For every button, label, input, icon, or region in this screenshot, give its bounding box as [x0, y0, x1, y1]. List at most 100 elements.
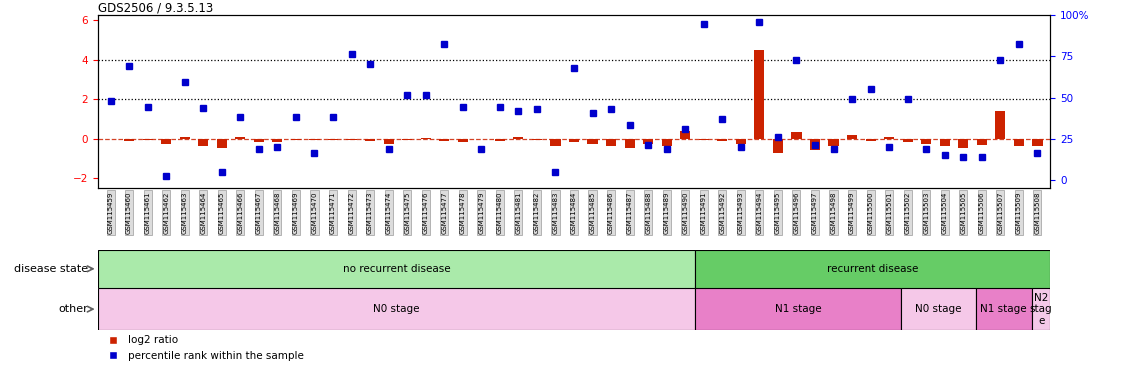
Bar	[161, 139, 171, 144]
Text: GSM115493: GSM115493	[738, 191, 744, 234]
Text: GSM115505: GSM115505	[960, 191, 967, 233]
Bar	[254, 139, 264, 142]
Bar	[365, 139, 375, 141]
Bar	[995, 111, 1006, 139]
Text: GSM115502: GSM115502	[905, 191, 910, 233]
Text: GSM115488: GSM115488	[645, 191, 651, 234]
Text: GSM115506: GSM115506	[979, 191, 985, 234]
Bar	[513, 137, 523, 139]
Bar	[124, 139, 134, 141]
Bar	[699, 139, 708, 140]
Text: GSM115460: GSM115460	[126, 191, 132, 234]
Bar	[458, 139, 468, 142]
Text: GSM115474: GSM115474	[386, 191, 391, 233]
Bar	[402, 139, 412, 140]
Text: GSM115467: GSM115467	[256, 191, 262, 234]
Text: N0 stage: N0 stage	[373, 304, 420, 314]
Text: GDS2506 / 9.3.5.13: GDS2506 / 9.3.5.13	[98, 1, 212, 14]
Text: GSM115489: GSM115489	[664, 191, 669, 234]
Text: GSM115491: GSM115491	[700, 191, 707, 234]
Text: GSM115481: GSM115481	[515, 191, 521, 234]
Bar	[976, 288, 1032, 330]
Text: GSM115470: GSM115470	[311, 191, 318, 234]
Bar	[199, 139, 208, 146]
Legend: log2 ratio, percentile rank within the sample: log2 ratio, percentile rank within the s…	[103, 336, 304, 361]
Bar	[98, 288, 696, 330]
Bar	[977, 139, 987, 145]
Text: GSM115498: GSM115498	[830, 191, 837, 234]
Text: GSM115468: GSM115468	[274, 191, 280, 234]
Text: N1 stage: N1 stage	[980, 304, 1027, 314]
Bar	[383, 139, 394, 144]
Text: GSM115463: GSM115463	[181, 191, 188, 234]
Bar	[235, 137, 246, 139]
Bar	[142, 139, 153, 140]
Text: GSM115483: GSM115483	[552, 191, 558, 234]
Text: GSM115508: GSM115508	[1034, 191, 1040, 234]
Bar	[290, 139, 301, 141]
Text: GSM115465: GSM115465	[219, 191, 225, 233]
Text: GSM115509: GSM115509	[1016, 191, 1022, 234]
Bar	[1014, 139, 1024, 146]
Text: GSM115499: GSM115499	[850, 191, 855, 234]
Text: GSM115475: GSM115475	[404, 191, 410, 233]
Text: GSM115466: GSM115466	[238, 191, 243, 234]
Text: GSM115501: GSM115501	[886, 191, 892, 234]
Bar	[773, 139, 783, 153]
Text: GSM115484: GSM115484	[571, 191, 577, 233]
Bar	[866, 139, 876, 141]
Bar	[718, 139, 728, 141]
Bar	[809, 139, 820, 150]
Bar	[532, 139, 542, 140]
Text: no recurrent disease: no recurrent disease	[343, 264, 450, 274]
Text: GSM115459: GSM115459	[108, 191, 114, 233]
Text: GSM115503: GSM115503	[923, 191, 929, 234]
Text: GSM115479: GSM115479	[479, 191, 484, 234]
Text: GSM115473: GSM115473	[367, 191, 373, 234]
Text: GSM115497: GSM115497	[812, 191, 819, 234]
Bar	[420, 138, 430, 139]
Text: GSM115476: GSM115476	[422, 191, 428, 234]
Text: GSM115477: GSM115477	[441, 191, 448, 234]
Text: GSM115507: GSM115507	[998, 191, 1003, 234]
Text: GSM115480: GSM115480	[497, 191, 503, 234]
Bar	[754, 50, 765, 139]
Bar	[625, 139, 635, 148]
Text: GSM115492: GSM115492	[720, 191, 726, 233]
Text: GSM115486: GSM115486	[608, 191, 614, 234]
Text: GSM115464: GSM115464	[200, 191, 207, 233]
Bar	[884, 137, 894, 139]
Bar	[901, 288, 976, 330]
Text: GSM115490: GSM115490	[682, 191, 689, 234]
Bar	[643, 139, 653, 144]
Text: recurrent disease: recurrent disease	[828, 264, 918, 274]
Bar	[179, 137, 189, 139]
Text: GSM115471: GSM115471	[329, 191, 336, 234]
Text: GSM115462: GSM115462	[163, 191, 169, 233]
Bar	[696, 288, 901, 330]
Bar	[959, 139, 969, 148]
Text: GSM115472: GSM115472	[349, 191, 355, 233]
Text: GSM115500: GSM115500	[868, 191, 874, 234]
Text: GSM115494: GSM115494	[757, 191, 762, 233]
Text: N2
stag
e: N2 stag e	[1030, 293, 1053, 326]
Text: disease state: disease state	[14, 264, 88, 274]
Bar	[940, 139, 949, 146]
Text: GSM115461: GSM115461	[145, 191, 150, 234]
Bar	[495, 139, 505, 141]
Bar	[791, 132, 801, 139]
Text: GSM115495: GSM115495	[775, 191, 781, 233]
Bar	[347, 139, 357, 140]
Bar	[847, 135, 858, 139]
Bar	[680, 131, 690, 139]
Text: other: other	[59, 304, 88, 314]
Bar	[1032, 288, 1050, 330]
Text: GSM115469: GSM115469	[293, 191, 298, 234]
Bar	[606, 139, 616, 146]
Text: N1 stage: N1 stage	[775, 304, 822, 314]
Bar	[328, 139, 339, 141]
Bar	[829, 139, 839, 146]
Text: N0 stage: N0 stage	[915, 304, 962, 314]
Text: GSM115482: GSM115482	[534, 191, 540, 233]
Bar	[440, 139, 449, 141]
